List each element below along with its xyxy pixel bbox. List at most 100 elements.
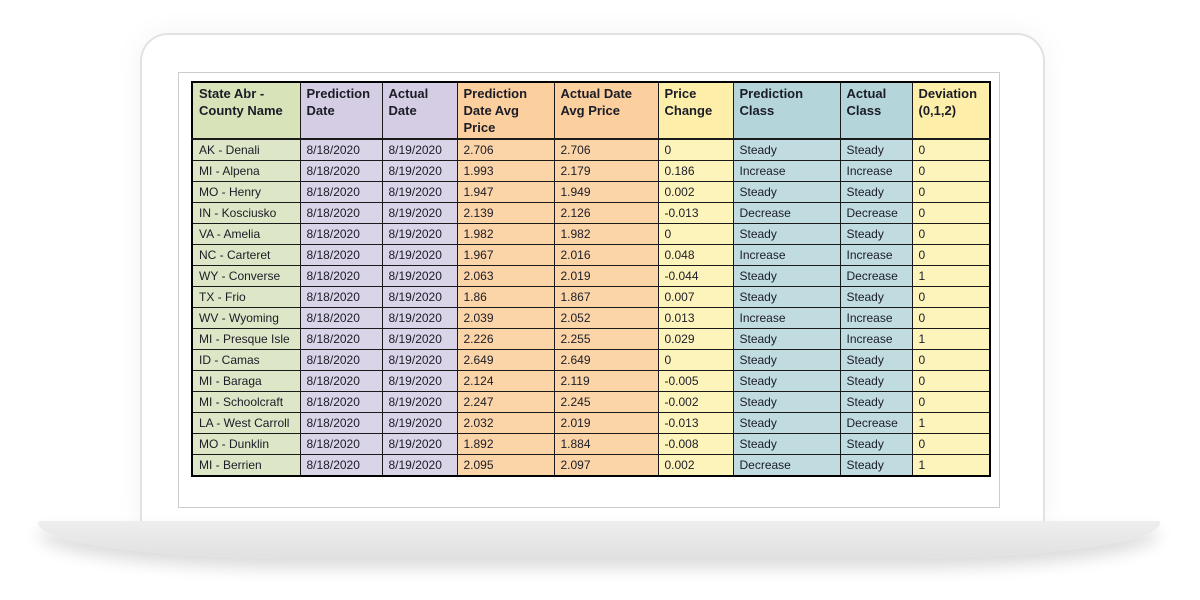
table-cell: 8/18/2020 — [299, 286, 383, 308]
table-cell: Steady — [839, 223, 913, 245]
table-row: MI - Alpena 8/18/2020 8/19/2020 1.993 2.179 0… — [191, 160, 991, 182]
table-cell: 0.002 — [657, 181, 734, 203]
column-header-state-abr-county-name: State Abr - County Name — [191, 81, 301, 140]
table-cell: 8/19/2020 — [381, 286, 458, 308]
table-cell: 2.247 — [456, 391, 555, 413]
table-cell: 8/19/2020 — [381, 349, 458, 371]
table-row: WV - Wyoming 8/18/2020 8/19/2020 2.039 2.052… — [191, 307, 991, 329]
column-header-actual-date-avg-price: Actual Date Avg Price — [553, 81, 659, 140]
table-cell: 8/18/2020 — [299, 202, 383, 224]
table-cell: 1 — [911, 412, 991, 434]
table-cell: 8/19/2020 — [381, 244, 458, 266]
table-cell: 2.649 — [553, 349, 659, 371]
table-cell: 2.245 — [553, 391, 659, 413]
table-cell: MI - Berrien — [191, 454, 301, 477]
table-cell: 1.892 — [456, 433, 555, 455]
table-cell: 2.119 — [553, 370, 659, 392]
table-cell: 8/19/2020 — [381, 370, 458, 392]
table-cell: 0.013 — [657, 307, 734, 329]
screen-content-area: State Abr - County Name Prediction Date Ac… — [178, 72, 1000, 508]
table-cell: Steady — [839, 138, 913, 161]
table-cell: 8/19/2020 — [381, 202, 458, 224]
column-header-deviation-0-1-2: Deviation (0,1,2) — [911, 81, 991, 140]
table-cell: 8/18/2020 — [299, 412, 383, 434]
table-cell: 0 — [911, 349, 991, 371]
table-cell: MI - Schoolcraft — [191, 391, 301, 413]
table-header-row: State Abr - County Name Prediction Date Ac… — [191, 81, 991, 140]
table-cell: 8/18/2020 — [299, 307, 383, 329]
table-cell: Increase — [839, 328, 913, 350]
table-row: AK - Denali 8/18/2020 8/19/2020 2.706 2.706 0… — [191, 138, 991, 161]
table-cell: Steady — [732, 265, 841, 287]
table-cell: Increase — [839, 307, 913, 329]
table-cell: 2.226 — [456, 328, 555, 350]
table-cell: Increase — [732, 160, 841, 182]
table-cell: 2.139 — [456, 202, 555, 224]
table-cell: VA - Amelia — [191, 223, 301, 245]
column-header-actual-date: Actual Date — [381, 81, 458, 140]
table-cell: 0.002 — [657, 454, 734, 477]
table-cell: 1.982 — [553, 223, 659, 245]
table-cell: 0 — [911, 307, 991, 329]
table-cell: 8/18/2020 — [299, 370, 383, 392]
table-cell: 2.706 — [553, 138, 659, 161]
table-cell: 0 — [911, 202, 991, 224]
table-row: ID - Camas 8/18/2020 8/19/2020 2.649 2.649 0 S… — [191, 349, 991, 371]
table-cell: -0.013 — [657, 412, 734, 434]
table-cell: 0 — [911, 433, 991, 455]
table-cell: 0 — [657, 138, 734, 161]
table-cell: 8/18/2020 — [299, 349, 383, 371]
table-cell: Decrease — [839, 412, 913, 434]
table-cell: 2.019 — [553, 265, 659, 287]
table-cell: Steady — [839, 454, 913, 477]
table-cell: 0.186 — [657, 160, 734, 182]
table-cell: WV - Wyoming — [191, 307, 301, 329]
table-cell: 0 — [911, 138, 991, 161]
table-cell: 1.982 — [456, 223, 555, 245]
table-cell: Steady — [839, 349, 913, 371]
table-cell: 2.095 — [456, 454, 555, 477]
table-cell: TX - Frio — [191, 286, 301, 308]
table-cell: Steady — [732, 286, 841, 308]
column-header-prediction-date: Prediction Date — [299, 81, 383, 140]
table-cell: 0 — [911, 370, 991, 392]
table-cell: 1 — [911, 454, 991, 477]
table-cell: 0 — [911, 160, 991, 182]
table-row: LA - West Carroll 8/18/2020 8/19/2020 2.032… — [191, 412, 991, 434]
table-cell: 8/18/2020 — [299, 181, 383, 203]
table-cell: -0.044 — [657, 265, 734, 287]
table-cell: ID - Camas — [191, 349, 301, 371]
table-cell: MO - Dunklin — [191, 433, 301, 455]
table-cell: 8/18/2020 — [299, 265, 383, 287]
table-cell: 1.884 — [553, 433, 659, 455]
table-cell: 2.649 — [456, 349, 555, 371]
table-cell: MI - Alpena — [191, 160, 301, 182]
table-row: MO - Henry 8/18/2020 8/19/2020 1.947 1.949 0.… — [191, 181, 991, 203]
table-cell: -0.002 — [657, 391, 734, 413]
table-cell: 1.993 — [456, 160, 555, 182]
table-cell: Steady — [732, 370, 841, 392]
table-cell: 2.063 — [456, 265, 555, 287]
table-row: TX - Frio 8/18/2020 8/19/2020 1.86 1.867 0.00… — [191, 286, 991, 308]
table-cell: 8/19/2020 — [381, 181, 458, 203]
table-cell: MI - Presque Isle — [191, 328, 301, 350]
table-cell: 8/19/2020 — [381, 328, 458, 350]
table-cell: 8/18/2020 — [299, 244, 383, 266]
table-row: MI - Berrien 8/18/2020 8/19/2020 2.095 2.097… — [191, 454, 991, 477]
table-cell: LA - West Carroll — [191, 412, 301, 434]
table-cell: 1 — [911, 328, 991, 350]
table-cell: 8/19/2020 — [381, 265, 458, 287]
table-cell: 2.052 — [553, 307, 659, 329]
table-cell: Steady — [732, 138, 841, 161]
table-row: MI - Baraga 8/18/2020 8/19/2020 2.124 2.119-… — [191, 370, 991, 392]
table-cell: Increase — [732, 307, 841, 329]
table-cell: 2.097 — [553, 454, 659, 477]
table-cell: Steady — [732, 412, 841, 434]
table-cell: 8/19/2020 — [381, 412, 458, 434]
table-cell: 2.032 — [456, 412, 555, 434]
table-cell: 1.867 — [553, 286, 659, 308]
column-header-prediction-class: Prediction Class — [732, 81, 841, 140]
table-cell: 0.048 — [657, 244, 734, 266]
laptop-screen: State Abr - County Name Prediction Date Ac… — [140, 33, 1045, 525]
